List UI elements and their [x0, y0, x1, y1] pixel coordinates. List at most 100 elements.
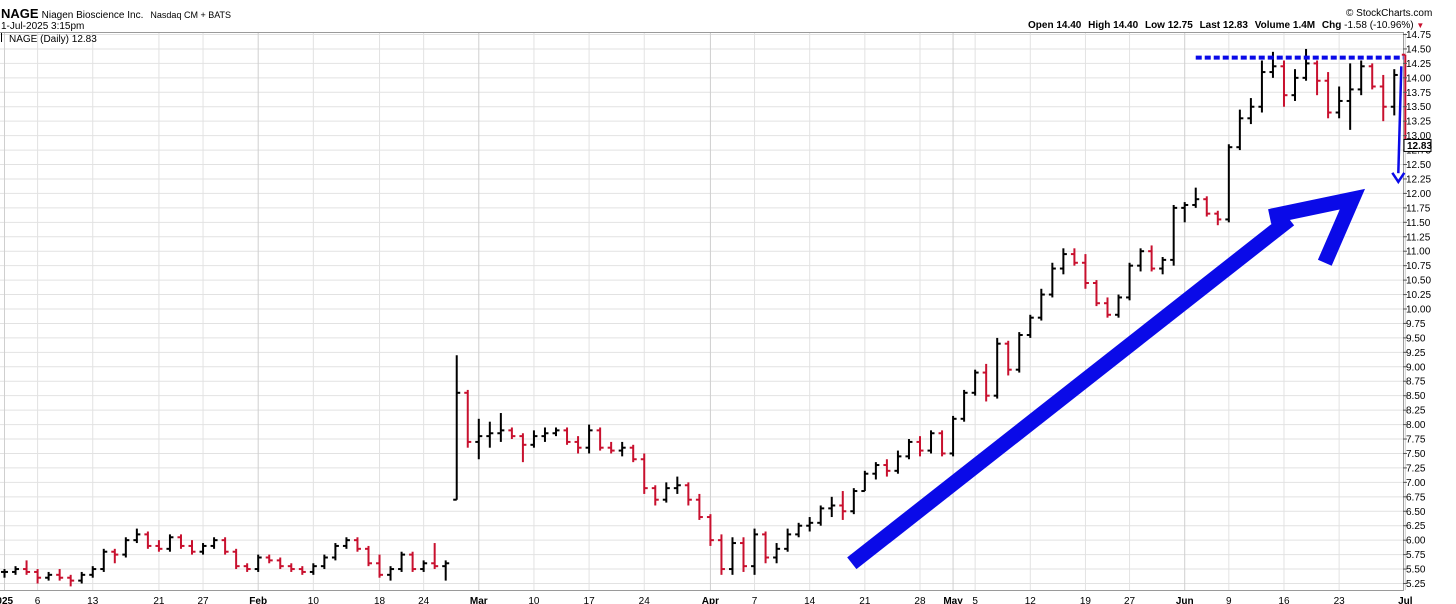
price-bar-82	[905, 439, 913, 460]
price-bar-121	[1335, 86, 1343, 119]
price-bar-40	[442, 560, 450, 581]
price-bar-43	[475, 418, 483, 460]
price-bar-119	[1313, 60, 1321, 96]
x-tick-label-6: 10	[308, 596, 320, 604]
x-tick-label-13: Apr	[702, 596, 719, 604]
price-bar-110	[1214, 210, 1222, 226]
price-bar-126	[1390, 69, 1398, 116]
price-bar-32	[353, 537, 361, 552]
legend-bar-icon	[1, 33, 6, 42]
x-tick-label-9: Mar	[470, 596, 488, 604]
price-bar-1	[12, 566, 20, 575]
low-label: Low	[1144, 20, 1165, 31]
x-tick-label-21: 19	[1080, 596, 1092, 604]
price-bar-46	[508, 427, 516, 440]
price-bar-79	[872, 462, 880, 480]
price-bar-16	[177, 534, 185, 549]
y-tick-label-11: 8.00	[1406, 420, 1426, 431]
price-bar-81	[894, 450, 902, 474]
price-bar-124	[1368, 63, 1376, 90]
chg-down-icon: ▼	[1416, 21, 1425, 30]
price-bar-15	[166, 534, 174, 552]
x-tick-label-3: 21	[153, 596, 165, 604]
y-tick-label-12: 8.25	[1406, 406, 1426, 417]
price-bar-50	[552, 427, 560, 437]
price-bar-95	[1048, 262, 1056, 298]
price-bar-4	[45, 571, 53, 581]
price-bar-125	[1379, 74, 1387, 122]
y-axis: 5.25 5.50 5.75 6.00 6.25 6.50 6.75 7.00 7.25 7.50…	[1403, 30, 1432, 590]
chg-value: -1.58 (-10.96%)	[1344, 20, 1414, 31]
ticker-line: NAGE Niagen Bioscience Inc. Nasdaq CM + …	[1, 6, 231, 22]
y-tick-label-5: 6.50	[1406, 507, 1426, 518]
price-bar-57	[629, 444, 637, 463]
x-axis: 2025 6 13 21 27 Feb 10 18 24 Mar 10 17 24 Apr 7 14 21 28 M…	[0, 596, 1413, 604]
price-bar-67	[740, 537, 748, 572]
price-bar-52	[574, 436, 582, 454]
y-tick-label-37: 14.50	[1406, 44, 1431, 55]
price-bar-29	[320, 554, 328, 570]
price-bar-75	[828, 496, 836, 518]
x-tick-label-1: 6	[35, 596, 41, 604]
open-label: Open	[1028, 20, 1054, 31]
price-bar-108	[1192, 187, 1200, 208]
price-bar-72	[795, 522, 803, 538]
price-bar-105	[1159, 256, 1167, 275]
price-bar-118	[1302, 48, 1310, 81]
y-tick-label-27: 12.00	[1406, 189, 1431, 200]
price-bar-42	[464, 389, 472, 448]
price-bar-39	[431, 543, 439, 570]
price-bar-101	[1115, 294, 1123, 318]
y-tick-label-21: 10.50	[1406, 276, 1431, 287]
price-bar-92	[1015, 332, 1023, 373]
price-bar-106	[1170, 204, 1178, 266]
price-bar-14	[155, 540, 163, 552]
price-bar-5	[56, 569, 64, 581]
price-bar-23	[254, 554, 262, 572]
price-bar-7	[78, 571, 86, 584]
x-tick-label-8: 24	[418, 596, 430, 604]
price-bar-49	[541, 427, 549, 442]
price-bar-123	[1357, 60, 1365, 96]
x-tick-label-10: 10	[528, 596, 540, 604]
price-bar-41	[453, 355, 461, 501]
price-bar-87	[960, 389, 968, 422]
last-value: 12.83	[1222, 20, 1248, 31]
price-bar-86	[949, 415, 957, 457]
x-tick-label-23: Jun	[1176, 596, 1194, 604]
y-tick-label-29: 12.50	[1406, 160, 1431, 171]
price-bar-107	[1181, 202, 1189, 223]
x-tick-label-22: 27	[1124, 596, 1136, 604]
breakdown-arrow-shaft	[1397, 66, 1403, 174]
price-bar-22	[243, 563, 251, 572]
price-bar-60	[662, 482, 670, 503]
price-bar-112	[1236, 109, 1244, 151]
price-bar-88	[971, 369, 979, 396]
y-tick-label-18: 9.75	[1406, 319, 1426, 330]
price-bar-113	[1247, 98, 1255, 125]
x-tick-label-14: 7	[752, 596, 758, 604]
price-bar-89	[982, 363, 990, 402]
y-tick-label-8: 7.25	[1406, 463, 1426, 474]
y-tick-label-35: 14.00	[1406, 73, 1431, 84]
price-bar-33	[364, 545, 372, 567]
x-tick-label-26: 23	[1334, 596, 1346, 604]
low-value: 12.75	[1167, 20, 1193, 31]
x-tick-label-7: 18	[374, 596, 386, 604]
price-bar-94	[1037, 288, 1045, 321]
price-bar-31	[342, 537, 350, 549]
price-bar-64	[706, 514, 714, 546]
ticker-symbol[interactable]: NAGE	[1, 6, 39, 21]
price-bar-0	[1, 569, 8, 578]
price-bar-44	[486, 421, 494, 448]
y-tick-label-13: 8.50	[1406, 391, 1426, 402]
copyright-label: © StockCharts.com	[1346, 8, 1433, 19]
x-tick-label-27: Jul	[1398, 596, 1413, 604]
x-tick-label-19: 5	[972, 596, 978, 604]
series-legend-label: NAGE (Daily) 12.83	[9, 34, 97, 45]
y-tick-label-17: 9.50	[1406, 333, 1426, 344]
price-bar-19	[210, 537, 218, 549]
price-bar-66	[728, 537, 736, 575]
y-tick-label-22: 10.75	[1406, 261, 1431, 272]
